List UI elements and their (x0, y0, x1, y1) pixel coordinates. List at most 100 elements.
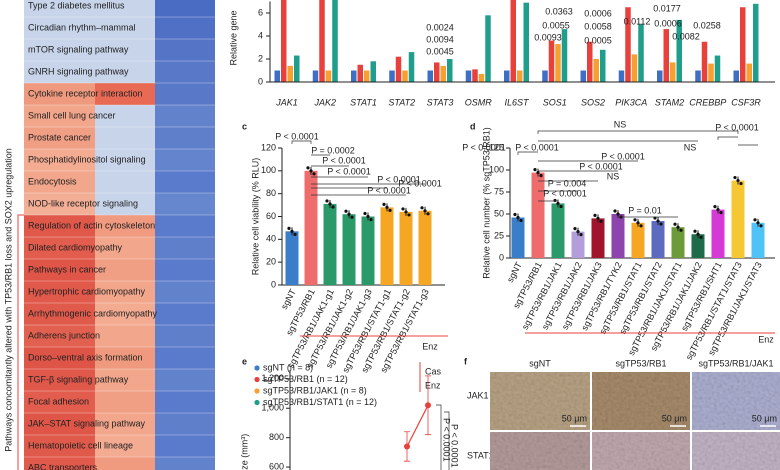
bar (434, 62, 440, 82)
heatmap-cell (155, 127, 215, 149)
column-title: sgNT (529, 358, 551, 368)
bar (402, 70, 408, 82)
y-tick-label: 75 (494, 186, 504, 196)
replicate-dot (536, 171, 540, 175)
x-tick-label: STAT1 (350, 97, 377, 107)
bar (618, 70, 625, 82)
micrograph (692, 432, 780, 470)
bar (351, 70, 357, 82)
replicate-dot (420, 206, 424, 210)
replicate-dot (423, 209, 427, 213)
heatmap-cell (95, 391, 155, 413)
significance-bracket (291, 140, 312, 144)
replicate-dot (713, 205, 717, 209)
bar (657, 70, 663, 82)
bar (651, 221, 665, 258)
bar (332, 0, 338, 83)
y-tick-label: 50 (494, 208, 504, 218)
replicate-dot (388, 208, 392, 212)
p-value: P < 0.0001 (543, 188, 587, 198)
replicate-dot (759, 224, 763, 228)
replicate-dot (659, 222, 663, 226)
y-axis-label: Relative cell number (% sgTP53/RB1) (481, 127, 491, 279)
bar (440, 65, 446, 82)
replicate-dot (290, 229, 294, 233)
legend-swatch (254, 365, 260, 371)
p-value: P < 0.0001 (462, 142, 506, 152)
heatmap-cell (155, 413, 215, 435)
p-value: NS (614, 119, 627, 129)
bar (600, 49, 606, 82)
heatmap-cell (155, 259, 215, 281)
bar (625, 7, 631, 82)
group-label: Enz (758, 334, 774, 344)
replicate-dot (719, 211, 723, 215)
replicate-dot (347, 212, 351, 216)
heatmap-cell (155, 171, 215, 193)
bar (427, 70, 433, 82)
replicate-dot (382, 202, 386, 206)
heatmap-cell (24, 237, 95, 259)
p-value: P < 0.0001 (322, 155, 366, 165)
heatmap-cell (24, 435, 95, 457)
legend-label: sgTP53/RB1 (n = 12) (263, 374, 348, 384)
p-value: P < 0.0001 (601, 151, 645, 161)
replicate-dot (328, 202, 332, 206)
replicate-dot (613, 209, 617, 213)
bar (380, 207, 394, 285)
legend-swatch (254, 388, 260, 394)
bar (751, 222, 765, 258)
bar (399, 211, 413, 285)
bar (561, 29, 568, 83)
bar (670, 62, 676, 82)
heatmap-cell (24, 61, 95, 83)
significance-bracket (717, 136, 738, 140)
panel-letter: f (464, 356, 468, 366)
x-tick-label: IL6ST (504, 97, 530, 107)
row-label: JAK1 (467, 390, 489, 400)
legend-swatch (254, 399, 260, 406)
scale-bar-label: 50 μm (562, 413, 587, 423)
y-tick-label: 800 (269, 432, 284, 442)
p-value: 0.0055 (542, 20, 570, 30)
bar (465, 70, 472, 82)
x-tick-label: JAK2 (313, 97, 336, 107)
significance-bracket (436, 404, 450, 470)
replicate-dot (579, 233, 583, 237)
replicate-dot (513, 212, 517, 217)
replicate-dot (693, 229, 697, 233)
pathway-label: Prostate cancer (28, 132, 91, 142)
bar (631, 222, 645, 258)
replicate-dot (573, 227, 577, 231)
p-value: P < 0.0001 (398, 178, 442, 188)
heatmap-cell (24, 149, 95, 171)
x-tick-label: sgNT (279, 287, 298, 311)
heatmap-cell (155, 281, 215, 303)
p-value: 0.0006 (584, 8, 612, 18)
bar (357, 64, 363, 82)
bar (631, 54, 638, 82)
x-tick-label: OSMR (465, 97, 493, 107)
replicate-dot (616, 212, 620, 216)
p-value: P < 0.0001 (275, 131, 319, 141)
heatmap-cell (95, 193, 155, 215)
heatmap-cell (95, 259, 155, 281)
bar (701, 41, 708, 82)
bar (485, 15, 491, 82)
scale-bar-label: 50 μm (662, 413, 687, 423)
panel-letter: c (242, 121, 247, 131)
bar (323, 203, 337, 285)
bar (531, 172, 545, 258)
x-tick-label: SOS2 (581, 97, 605, 107)
replicate-dot (676, 225, 680, 229)
replicate-dot (331, 205, 335, 209)
p-value: P < 0.0001 (715, 122, 759, 132)
replicate-dot (599, 219, 603, 223)
heatmap-cell (95, 237, 155, 259)
p-value: P < 0.0001 (327, 166, 371, 176)
heatmap-cell (95, 105, 155, 127)
p-value: P < 0.0001 (450, 424, 460, 468)
panel-letter: d (470, 121, 476, 131)
replicate-dot (309, 169, 313, 173)
